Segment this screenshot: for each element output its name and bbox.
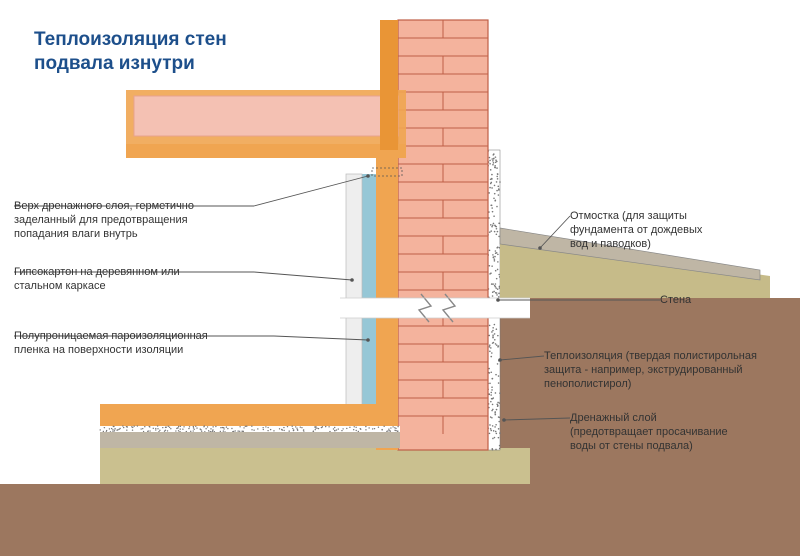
callout-l1: Верх дренажного слоя, герметичнозаделанн… bbox=[14, 200, 254, 241]
callout-r1: Отмостка (для защитыфундамента от дождев… bbox=[570, 210, 780, 251]
title-line2: подвала изнутри bbox=[34, 52, 227, 76]
diagram-stage: Теплоизоляция стен подвала изнутри Верх … bbox=[0, 0, 800, 556]
callout-r4: Дренажный слой(предотвращает просачивани… bbox=[570, 412, 790, 453]
diagram-title: Теплоизоляция стен подвала изнутри bbox=[34, 28, 227, 76]
callout-l3: Полупроницаемая пароизоляционнаяпленка н… bbox=[14, 330, 274, 358]
callout-r3: Теплоизоляция (твердая полистирольнаязащ… bbox=[544, 350, 794, 391]
callout-l2: Гипсокартон на деревянном илистальном ка… bbox=[14, 266, 254, 294]
callout-r2: Стена bbox=[660, 294, 740, 308]
title-line1: Теплоизоляция стен bbox=[34, 28, 227, 52]
